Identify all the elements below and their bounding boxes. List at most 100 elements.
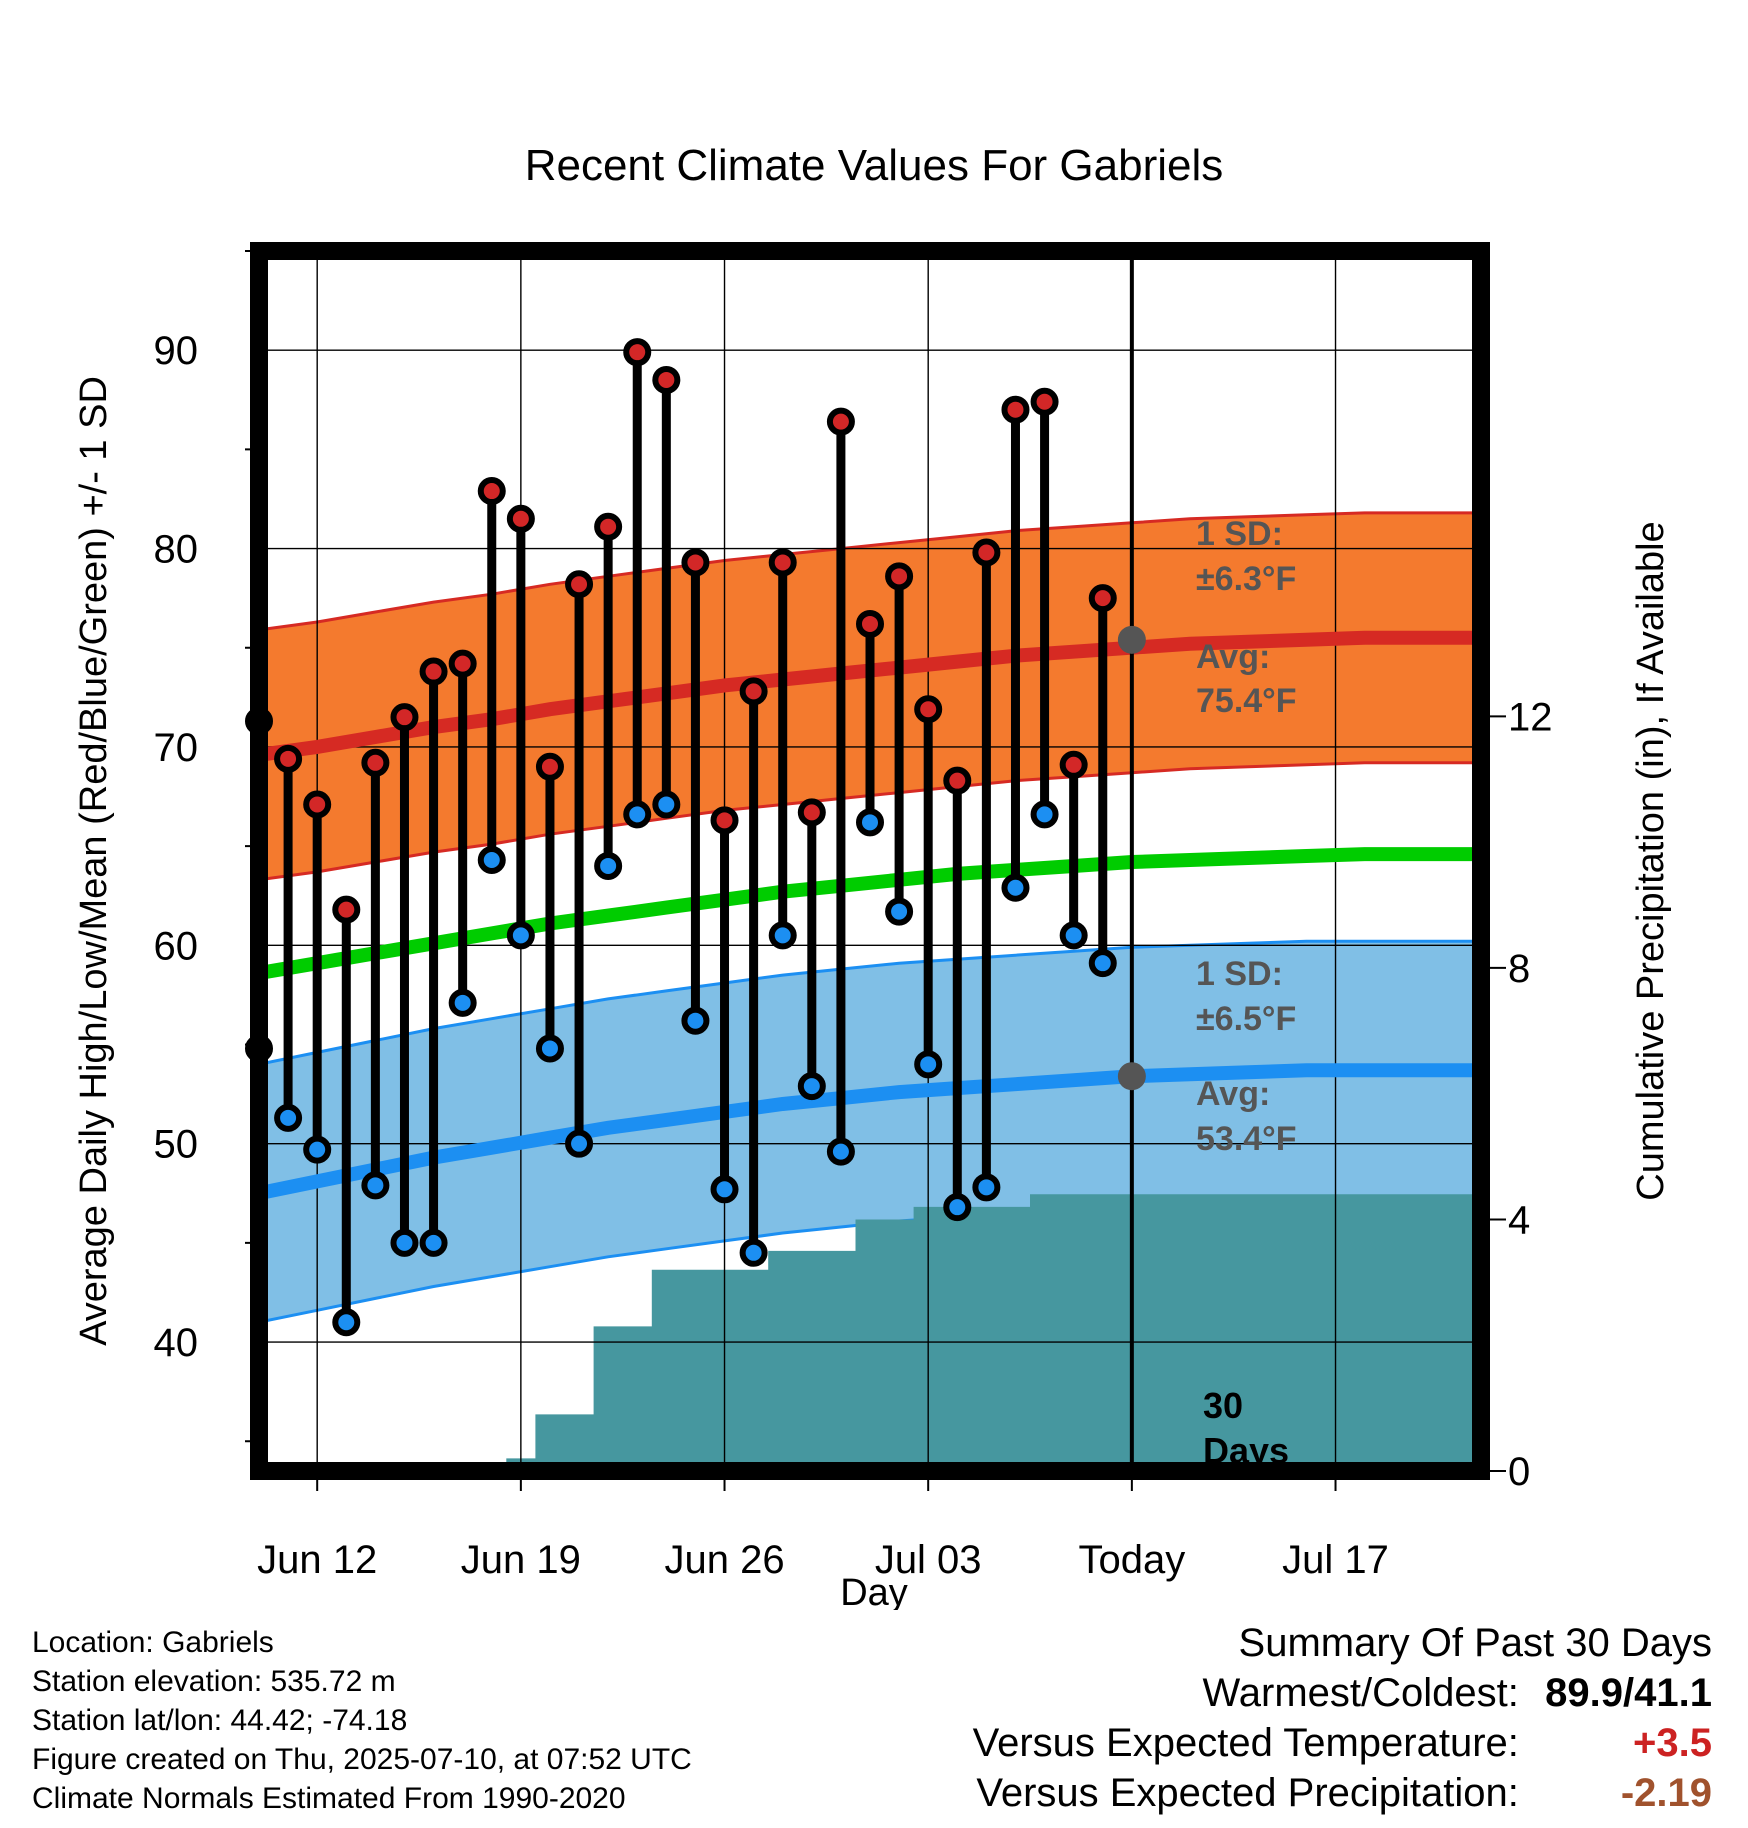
daily-low-point bbox=[332, 1308, 361, 1337]
daily-low-point bbox=[1001, 873, 1030, 902]
daily-high-point bbox=[943, 766, 972, 795]
x-tick-label: Jun 26 bbox=[664, 1538, 784, 1582]
high-sd-value: ±6.3°F bbox=[1196, 560, 1296, 598]
y-axis-label: Average Daily High/Low/Mean (Red/Blue/Gr… bbox=[73, 376, 115, 1346]
daily-low-point bbox=[914, 1050, 943, 1079]
x-axis-label: Day bbox=[840, 1572, 908, 1610]
y2-tick-label: 12 bbox=[1508, 695, 1553, 739]
low-avg-value: 53.4°F bbox=[1196, 1120, 1297, 1158]
daily-low-point bbox=[972, 1173, 1001, 1202]
summary-panel: Summary Of Past 30 Days Warmest/Coldest:… bbox=[973, 1618, 1712, 1818]
summary-precip-row: Versus Expected Precipitation: -2.19 bbox=[973, 1768, 1712, 1818]
daily-high-point bbox=[1001, 395, 1030, 424]
daily-high-point bbox=[390, 703, 419, 732]
daily-low-point bbox=[477, 846, 506, 875]
daily-range-bars bbox=[245, 338, 1117, 1337]
daily-low-point bbox=[390, 1228, 419, 1257]
high-avg-label: Avg: bbox=[1196, 638, 1270, 676]
daily-high-point bbox=[477, 477, 506, 506]
y-tick-label: 80 bbox=[154, 528, 199, 572]
daily-high-point bbox=[594, 512, 623, 541]
daily-high-point bbox=[506, 504, 535, 533]
today-low-avg-dot bbox=[1117, 1062, 1146, 1091]
daily-low-point bbox=[1030, 800, 1059, 829]
daily-low-point bbox=[419, 1228, 448, 1257]
low-sd-label: 1 SD: bbox=[1196, 955, 1283, 993]
precip-cumulative-area bbox=[259, 1194, 1481, 1471]
daily-high-point bbox=[768, 548, 797, 577]
low-sd-value: ±6.5°F bbox=[1196, 1000, 1296, 1038]
precip-label: Versus Expected Precipitation: bbox=[976, 1771, 1519, 1815]
daily-low-point bbox=[448, 988, 477, 1017]
daily-low-point bbox=[710, 1175, 739, 1204]
warmest-label: Warmest/Coldest: bbox=[1202, 1671, 1519, 1715]
daily-high-point bbox=[332, 895, 361, 924]
daily-high-point bbox=[652, 365, 681, 394]
daily-low-point bbox=[1059, 921, 1088, 950]
daily-high-point bbox=[710, 806, 739, 835]
daily-high-point bbox=[739, 677, 768, 706]
daily-high-point bbox=[274, 744, 303, 773]
chart-title: Recent Climate Values For Gabriels bbox=[525, 141, 1224, 190]
daily-high-point bbox=[535, 752, 564, 781]
daily-high-point bbox=[565, 570, 594, 599]
y-tick-label: 60 bbox=[154, 924, 199, 968]
elevation-text: Station elevation: 535.72 m bbox=[32, 1665, 396, 1698]
created-text: Figure created on Thu, 2025-07-10, at 07… bbox=[32, 1743, 692, 1776]
daily-low-point bbox=[594, 851, 623, 880]
daily-high-point bbox=[623, 338, 652, 367]
low-band-upper-edge bbox=[259, 939, 1481, 1066]
daily-high-point bbox=[856, 609, 884, 638]
daily-low-point bbox=[826, 1137, 855, 1166]
low-sd-band bbox=[259, 941, 1481, 1323]
today-marker bbox=[1117, 251, 1146, 1471]
latlon-text: Station lat/lon: 44.42; -74.18 bbox=[32, 1704, 408, 1737]
precip-value: -2.19 bbox=[1620, 1771, 1712, 1815]
daily-high-point bbox=[1088, 584, 1117, 613]
daily-high-point bbox=[681, 548, 710, 577]
precipitation-area bbox=[259, 1194, 1481, 1471]
daily-low-point bbox=[274, 1103, 303, 1132]
daily-low-point bbox=[885, 897, 914, 926]
daily-high-point bbox=[1059, 750, 1088, 779]
daily-low-point bbox=[506, 921, 535, 950]
daily-high-point bbox=[914, 695, 943, 724]
annotations: 1 SD: ±6.3°F Avg: 75.4°F 1 SD: ±6.5°F Av… bbox=[1196, 515, 1297, 1471]
daily-low-point bbox=[681, 1006, 710, 1035]
y-tick-label: 90 bbox=[154, 329, 199, 373]
normals-text: Climate Normals Estimated From 1990-2020 bbox=[32, 1782, 626, 1815]
daily-low-point bbox=[1088, 949, 1117, 978]
days-count-label: 30 bbox=[1203, 1385, 1243, 1426]
y2-tick-label: 0 bbox=[1508, 1450, 1530, 1494]
x-tick-label: Jun 19 bbox=[461, 1538, 581, 1582]
y-tick-label: 50 bbox=[154, 1123, 199, 1167]
summary-heading: Summary Of Past 30 Days bbox=[1238, 1621, 1712, 1665]
high-sd-label: 1 SD: bbox=[1196, 515, 1283, 553]
y2-axis-label: Cumulative Precipitation (in), If Availa… bbox=[1630, 521, 1672, 1200]
temp-label: Versus Expected Temperature: bbox=[972, 1721, 1519, 1765]
axis-ticks: 40 50 60 70 80 90 0 4 8 12 Jun 12 Jun 19 Jun 26 Jul 0… bbox=[154, 250, 1553, 1582]
x-tick-label: Jun 12 bbox=[257, 1538, 377, 1582]
high-band-upper-edge bbox=[259, 511, 1481, 632]
y-tick-label: 40 bbox=[154, 1321, 199, 1365]
low-avg-label: Avg: bbox=[1196, 1075, 1270, 1113]
x-tick-label: Today bbox=[1078, 1538, 1185, 1582]
daily-low-point bbox=[739, 1238, 768, 1267]
daily-high-point bbox=[1030, 387, 1059, 416]
daily-high-point bbox=[826, 407, 855, 436]
daily-low-point bbox=[303, 1135, 332, 1164]
daily-low-point bbox=[768, 921, 797, 950]
today-high-avg-dot bbox=[1117, 625, 1146, 654]
daily-high-point bbox=[972, 538, 1001, 567]
station-info: Location: Gabriels Station elevation: 53… bbox=[32, 1623, 692, 1818]
x-tick-label: Jul 03 bbox=[875, 1538, 982, 1582]
y-tick-label: 70 bbox=[154, 726, 199, 770]
summary-warmest-row: Warmest/Coldest: 89.9/41.1 bbox=[973, 1668, 1713, 1718]
plot-frame bbox=[250, 242, 1490, 1480]
daily-high-point bbox=[885, 562, 914, 591]
climate-chart: Recent Climate Values For Gabriels 1 SD:… bbox=[73, 141, 1672, 1610]
y2-tick-label: 8 bbox=[1508, 947, 1530, 991]
daily-low-point bbox=[652, 790, 681, 819]
daily-high-point bbox=[448, 649, 477, 678]
daily-high-point bbox=[361, 748, 390, 777]
